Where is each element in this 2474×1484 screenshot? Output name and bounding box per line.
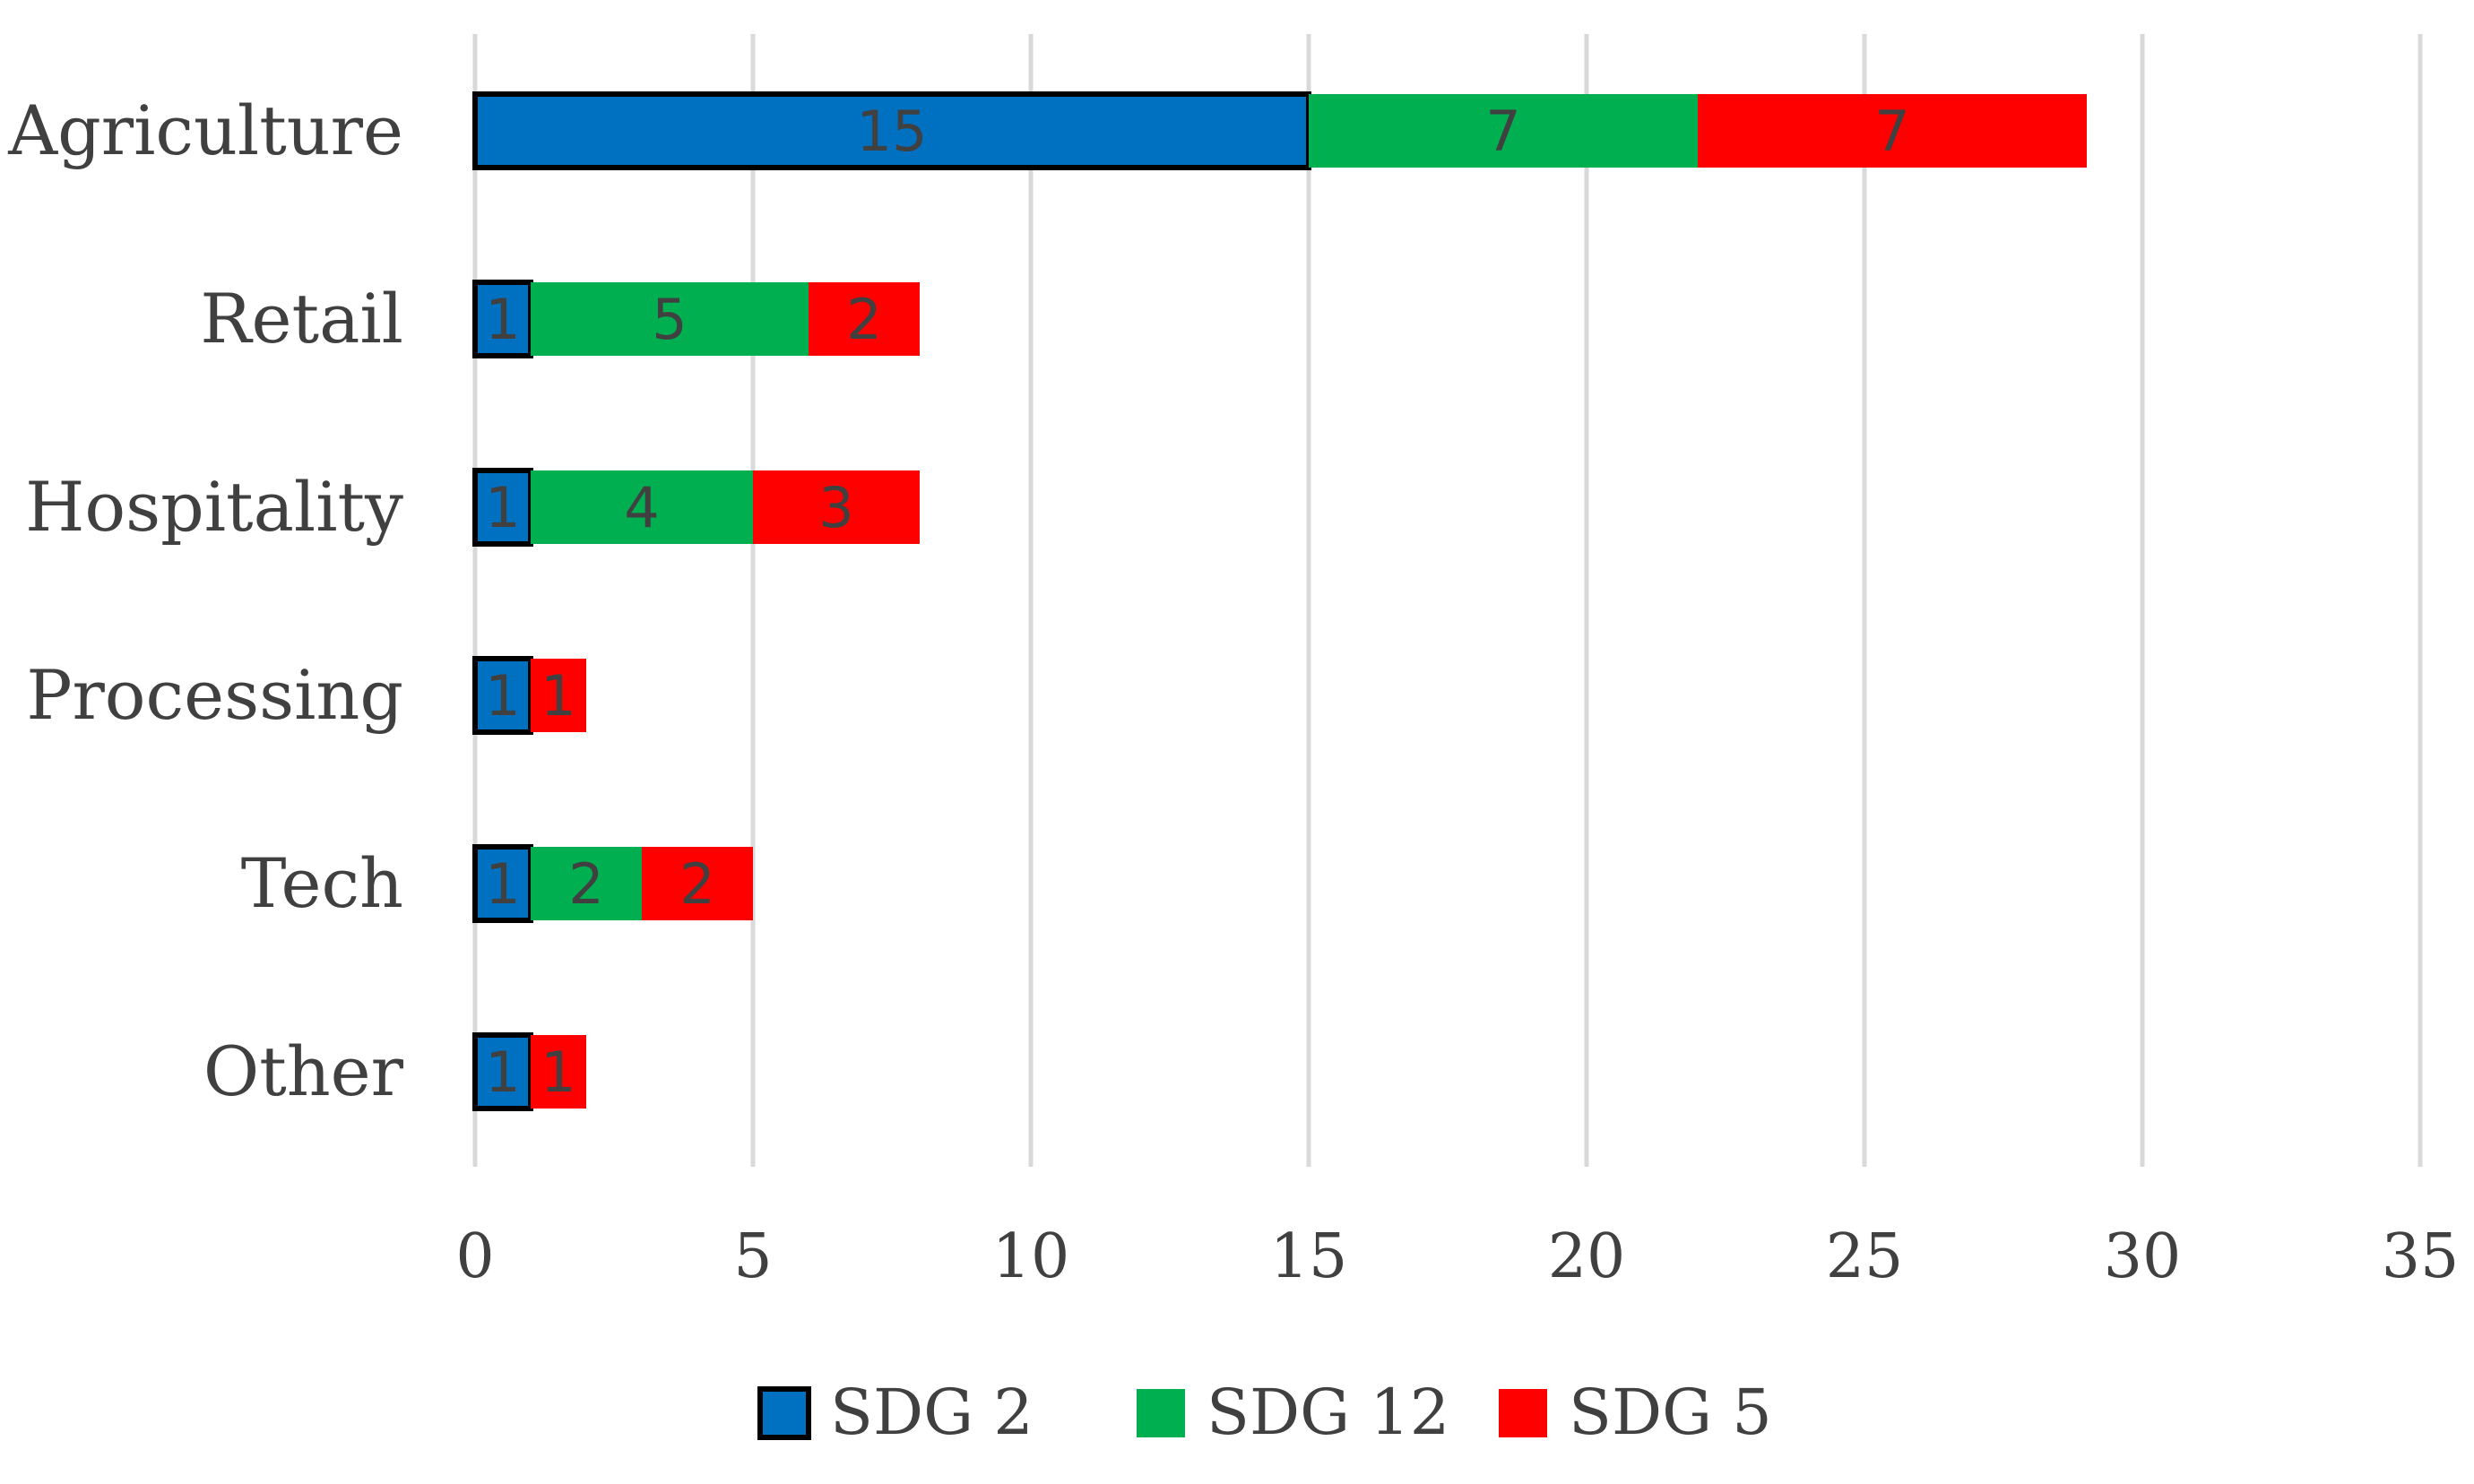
x-tick-label: 15 xyxy=(1270,1221,1348,1292)
category-axis: Agriculture Retail Hospitality Processing Te… xyxy=(7,91,403,1111)
data-label: 3 xyxy=(818,475,853,540)
data-label: 5 xyxy=(652,287,687,352)
bar-segment xyxy=(531,282,809,356)
legend-swatch xyxy=(757,1386,811,1440)
bar-segment xyxy=(809,282,920,356)
category-label: Processing xyxy=(26,655,403,735)
bar-segment xyxy=(642,847,753,920)
bar-segment xyxy=(531,847,642,920)
value-axis: 0 5 10 15 20 25 30 35 xyxy=(455,1221,2459,1292)
data-label: 1 xyxy=(485,851,520,917)
data-label: 15 xyxy=(857,99,928,164)
data-label: 4 xyxy=(624,475,659,540)
bars: 15 7 71 5 21 4 31 11 2 21 1 xyxy=(472,91,2087,1111)
x-tick-label: 30 xyxy=(2104,1221,2182,1292)
bar-segment xyxy=(472,656,533,735)
bar-segment xyxy=(1309,94,1698,168)
category-label: Agriculture xyxy=(7,91,403,170)
data-label: 1 xyxy=(485,287,520,352)
bar-segment xyxy=(531,1035,586,1109)
category-label: Other xyxy=(203,1031,404,1111)
legend-label: SDG 12 xyxy=(1207,1376,1449,1449)
legend-swatch xyxy=(1499,1389,1547,1437)
bar-segment xyxy=(472,844,533,923)
bar-segment xyxy=(753,470,920,544)
x-tick-label: 20 xyxy=(1548,1221,1626,1292)
data-label: 1 xyxy=(485,1040,520,1105)
x-tick-label: 25 xyxy=(1826,1221,1904,1292)
legend-label: SDG 2 xyxy=(830,1376,1034,1449)
data-label: 2 xyxy=(679,851,714,917)
x-tick-label: 0 xyxy=(455,1221,494,1292)
bar-segment xyxy=(1698,94,2087,168)
bar-segment xyxy=(531,659,586,732)
category-label: Retail xyxy=(200,279,403,358)
x-tick-label: 5 xyxy=(733,1221,772,1292)
data-label: 7 xyxy=(1485,99,1520,164)
data-label: 2 xyxy=(846,287,881,352)
data-label: 1 xyxy=(541,1040,575,1105)
category-label: Hospitality xyxy=(25,467,403,547)
category-label: Tech xyxy=(241,843,403,923)
data-label: 1 xyxy=(541,663,575,729)
legend-label: SDG 5 xyxy=(1569,1376,1772,1449)
data-label: 1 xyxy=(485,663,520,729)
data-label: 2 xyxy=(568,851,603,917)
gridlines xyxy=(472,34,2423,1167)
x-tick-label: 10 xyxy=(992,1221,1070,1292)
bar-segment xyxy=(531,470,753,544)
x-tick-label: 35 xyxy=(2382,1221,2460,1292)
legend-swatch xyxy=(1137,1389,1185,1437)
data-label: 7 xyxy=(1874,99,1909,164)
data-label: 1 xyxy=(485,475,520,540)
legend: SDG 2 SDG 12 SDG 5 xyxy=(757,1376,1772,1449)
bar-segment xyxy=(472,91,1311,170)
